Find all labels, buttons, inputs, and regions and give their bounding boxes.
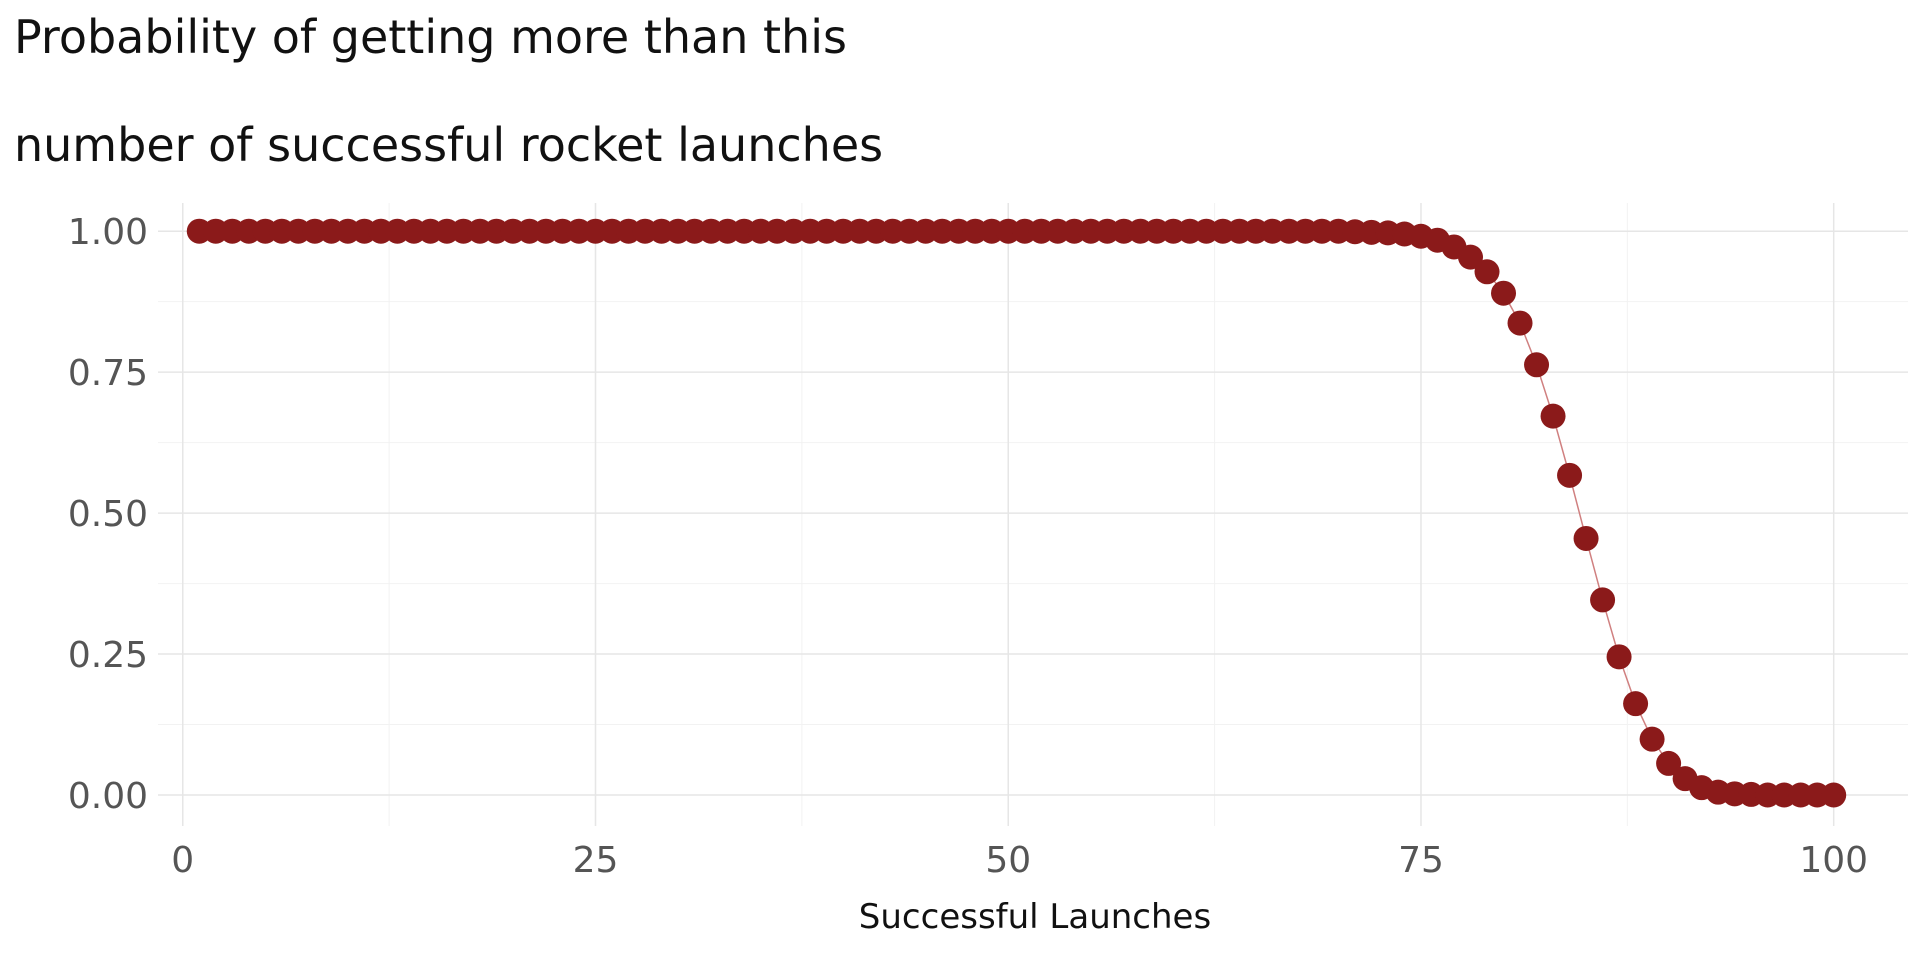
y-tick-label: 0.00 xyxy=(68,776,148,817)
x-tick-label: 50 xyxy=(985,840,1031,881)
data-point xyxy=(1540,403,1566,429)
data-point xyxy=(1458,244,1483,270)
data-point xyxy=(1524,352,1550,378)
data-point xyxy=(1606,644,1632,670)
data-point xyxy=(1821,782,1847,808)
data-point xyxy=(1557,462,1583,488)
y-tick-label: 0.75 xyxy=(68,353,148,394)
data-point xyxy=(1590,587,1616,613)
grid-minor xyxy=(158,203,1908,826)
x-tick-label: 25 xyxy=(573,840,619,881)
series-points xyxy=(186,218,1847,808)
data-point xyxy=(1491,280,1517,306)
data-point xyxy=(1639,726,1665,752)
data-point xyxy=(1656,750,1682,776)
data-point xyxy=(1573,525,1599,551)
y-tick-label: 0.50 xyxy=(68,494,148,535)
x-tick-label: 100 xyxy=(1799,840,1868,881)
data-point xyxy=(1474,259,1500,285)
y-tick-label: 0.25 xyxy=(68,635,148,676)
chart-title-line-2: number of successful rocket launches xyxy=(14,118,884,172)
y-axis-tick-labels: 0.00 0.25 0.50 0.75 1.00 xyxy=(68,212,148,817)
data-point xyxy=(1507,310,1533,336)
y-tick-label: 1.00 xyxy=(68,212,148,253)
chart-title-line-1: Probability of getting more than this xyxy=(14,10,847,64)
x-axis-tick-labels: 0 25 50 75 100 xyxy=(171,840,1868,881)
x-tick-label: 75 xyxy=(1398,840,1444,881)
data-point xyxy=(1623,691,1649,717)
x-tick-label: 0 xyxy=(171,840,194,881)
x-axis-title: Successful Launches xyxy=(859,897,1211,937)
